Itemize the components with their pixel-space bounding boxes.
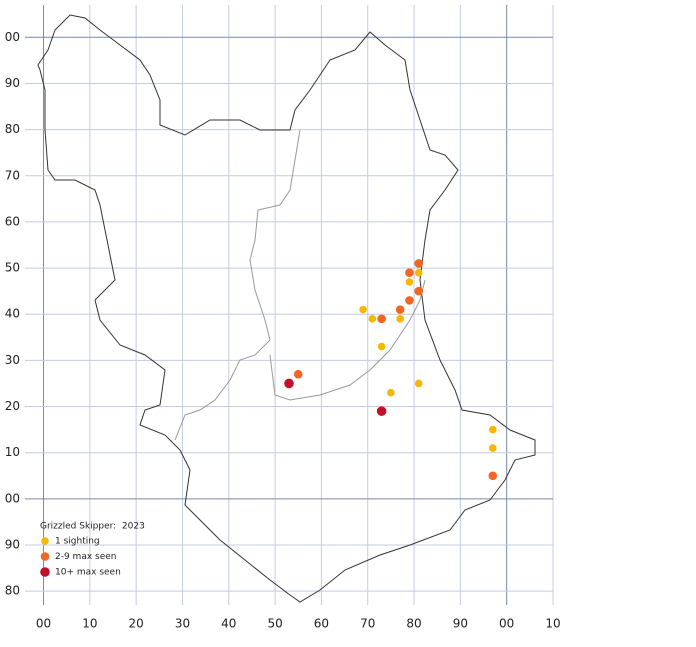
y-tick-label: 90: [5, 76, 20, 90]
record-dot: [414, 259, 423, 268]
legend-label: 2-9 max seen: [55, 552, 117, 562]
x-tick-label: 10: [545, 617, 560, 631]
legend-swatch: [40, 552, 50, 561]
record-dot: [405, 278, 414, 286]
record-dot: [414, 379, 423, 388]
records: [284, 259, 498, 481]
legend-title: Grizzled Skipper: 2023: [40, 522, 145, 532]
district-boundary: [269, 279, 426, 401]
y-tick-label: 20: [5, 399, 20, 413]
y-tick-label: 50: [5, 261, 20, 275]
y-tick-label: 30: [5, 353, 20, 367]
record-dot: [414, 268, 423, 277]
county-boundary: [37, 14, 536, 603]
y-tick-label: 00: [5, 30, 20, 44]
record-dot: [488, 444, 497, 452]
record-dot: [396, 315, 404, 323]
y-tick-label: 40: [5, 307, 20, 321]
x-tick-label: 60: [314, 617, 329, 631]
record-dot: [359, 305, 367, 314]
record-dot: [368, 315, 377, 323]
y-tick-label: 10: [5, 445, 20, 459]
x-tick-label: 50: [267, 617, 282, 631]
legend-swatch: [40, 567, 50, 577]
legend-label: 10+ max seen: [55, 568, 121, 578]
x-tick-label: 80: [406, 617, 421, 631]
y-tick-label: 90: [5, 538, 20, 552]
record-dot: [405, 296, 414, 305]
district-boundary: [174, 129, 301, 441]
x-tick-label: 00: [36, 617, 51, 631]
record-dot: [377, 314, 386, 324]
x-tick-label: 10: [82, 617, 97, 631]
record-dot: [488, 425, 497, 434]
legend: Grizzled Skipper: 2023 1 sighting 2-9 max…: [40, 522, 145, 578]
record-dot: [395, 305, 405, 314]
y-tick-label: 80: [5, 584, 20, 598]
x-tick-label: 90: [453, 617, 468, 631]
legend-swatch: [41, 537, 49, 545]
record-dot: [293, 369, 303, 379]
record-dot: [377, 342, 386, 351]
legend-label: 1 sighting: [55, 537, 100, 547]
x-tick-label: 00: [499, 617, 514, 631]
record-dot: [387, 388, 395, 397]
x-tick-label: 20: [129, 617, 144, 631]
record-dot: [284, 378, 294, 389]
x-tick-label: 40: [221, 617, 236, 631]
y-tick-label: 80: [5, 122, 20, 136]
record-dot: [488, 471, 498, 481]
y-tick-label: 00: [5, 491, 20, 505]
x-tick-label: 30: [175, 617, 190, 631]
y-tick-label: 60: [5, 214, 20, 228]
y-tick-label: 70: [5, 168, 20, 182]
x-tick-label: 70: [360, 617, 375, 631]
record-dot: [376, 406, 387, 416]
record-dot: [414, 286, 423, 296]
record-dot: [405, 268, 414, 277]
